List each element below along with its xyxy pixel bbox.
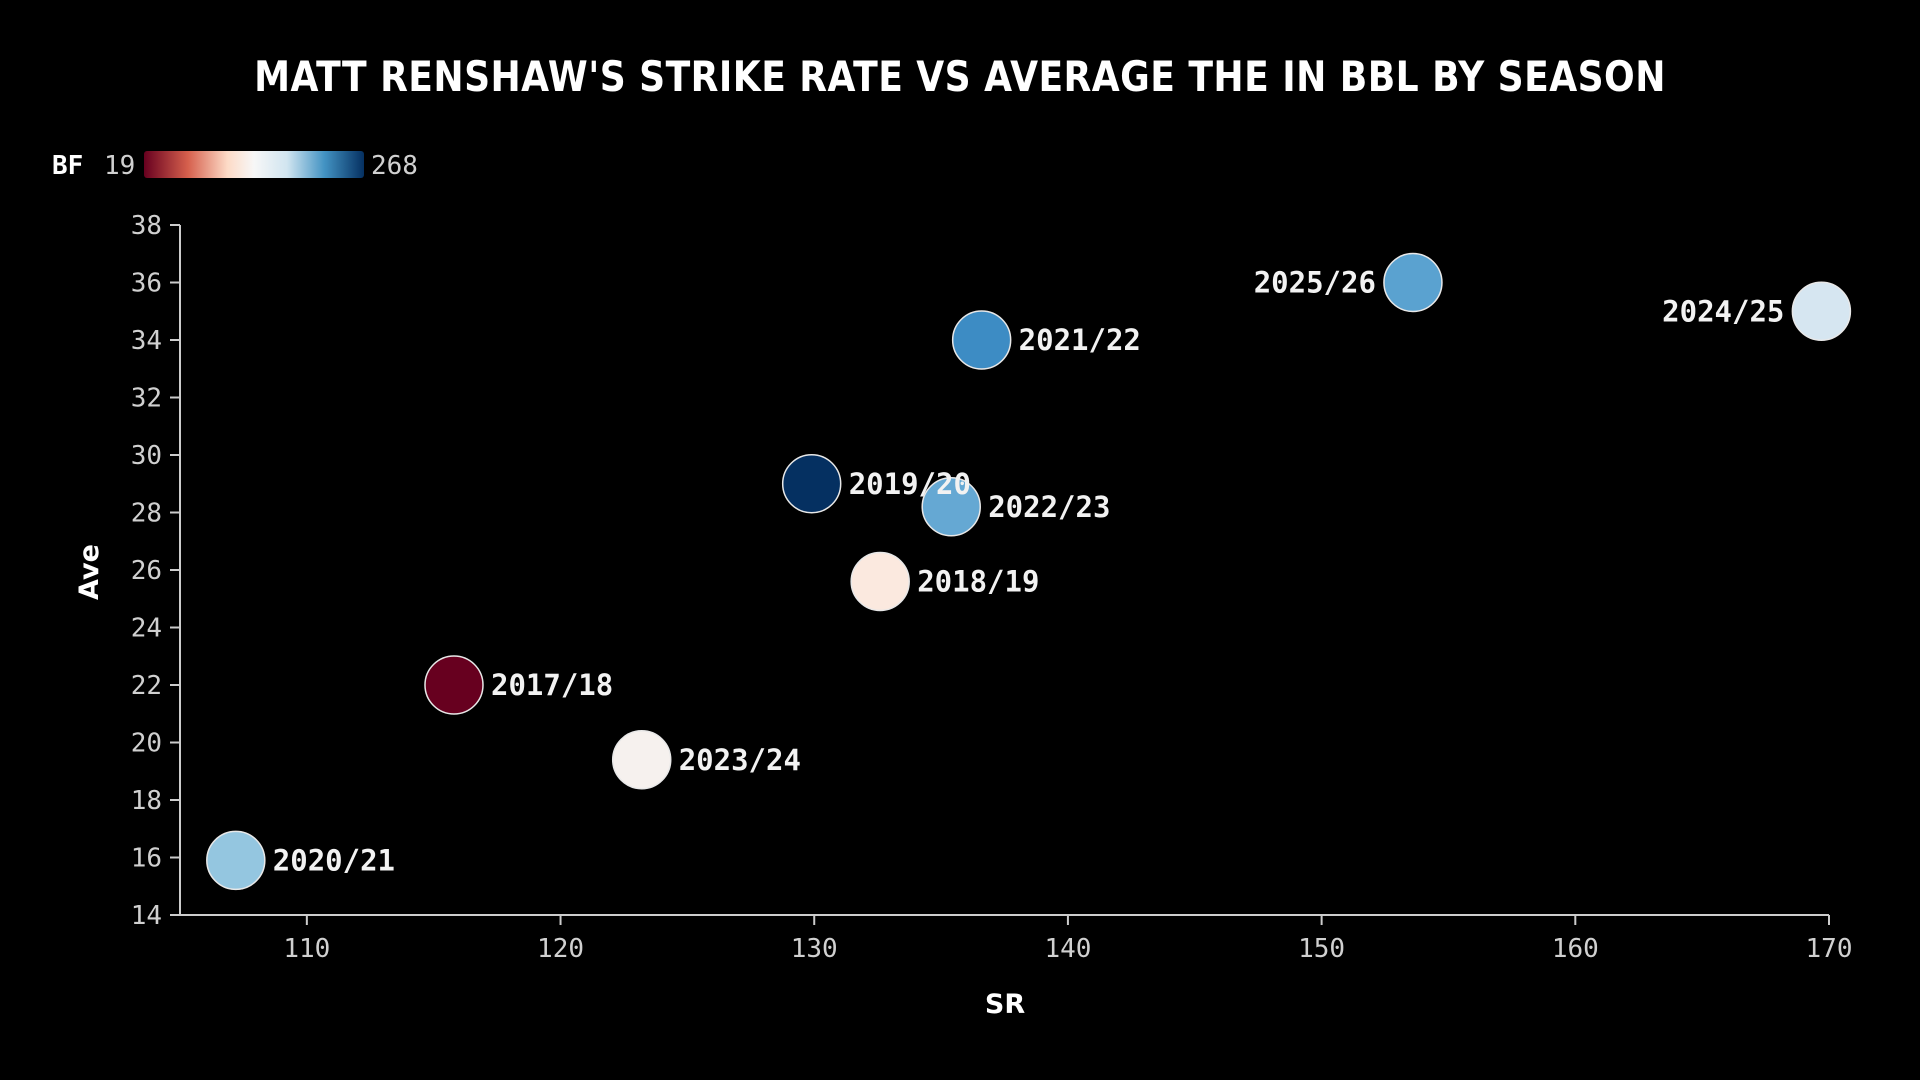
point-label: 2023/24 [679,743,801,777]
point-2024-25 [1791,281,1852,341]
x-tick-label: 110 [283,934,330,964]
y-tick-label: 36 [131,269,162,299]
x-axis-title: SR [985,989,1025,1020]
y-tick-label: 30 [131,441,162,471]
x-tick-label: 130 [791,934,838,964]
y-tick-label: 14 [131,901,162,931]
x-tick-label: 140 [1044,934,1091,964]
legend-max-label: 268 [371,151,418,181]
point-2022-23 [921,477,981,537]
y-tick-label: 20 [131,729,162,759]
point-label: 2018/19 [917,565,1039,599]
legend-min-label: 19 [104,151,135,181]
y-tick-label: 26 [131,556,162,586]
y-tick-label: 24 [131,614,162,644]
point-label: 2025/26 [1254,266,1376,300]
data-points [206,252,1852,891]
chart-title: MATT RENSHAW'S STRIKE RATE VS AVERAGE TH… [254,52,1666,101]
y-tick-label: 32 [131,384,162,414]
point-2021-22 [951,310,1012,370]
y-tick-label: 22 [131,671,162,701]
point-label: 2024/25 [1662,294,1784,328]
point-label: 2019/20 [849,467,971,501]
y-axis-ticks: 14 16 18 20 22 24 26 28 30 32 34 36 38 [131,211,180,931]
y-tick-label: 28 [131,499,162,529]
point-2019-20 [781,454,842,514]
y-tick-label: 18 [131,786,162,816]
point-2023-24 [611,730,672,790]
y-tick-label: 16 [131,844,162,874]
y-tick-label: 34 [131,326,162,356]
point-2020-21 [206,830,266,891]
x-tick-label: 120 [537,934,584,964]
point-2025-26 [1383,252,1443,313]
x-axis-ticks: 110 120 130 140 150 160 170 [283,915,1852,964]
color-legend: BF 19 268 [52,151,418,181]
x-tick-label: 160 [1552,934,1599,964]
legend-color-bar [144,151,364,178]
point-2017-18 [424,655,484,715]
y-tick-label: 38 [131,211,162,241]
y-axis-title: Ave [74,544,105,600]
point-labels: 2017/18 2018/19 2019/20 2020/21 2021/22 2022/… [273,266,1785,878]
point-2018-19 [850,551,910,612]
point-label: 2022/23 [988,490,1110,524]
axes: 110 120 130 140 150 160 170 14 16 18 20 22 24 26 28 30… [74,211,1852,1020]
point-label: 2020/21 [273,843,395,877]
point-label: 2017/18 [491,668,613,702]
legend-title: BF [52,151,83,181]
point-label: 2021/22 [1019,323,1141,357]
x-tick-label: 150 [1298,934,1345,964]
x-tick-label: 170 [1806,934,1853,964]
